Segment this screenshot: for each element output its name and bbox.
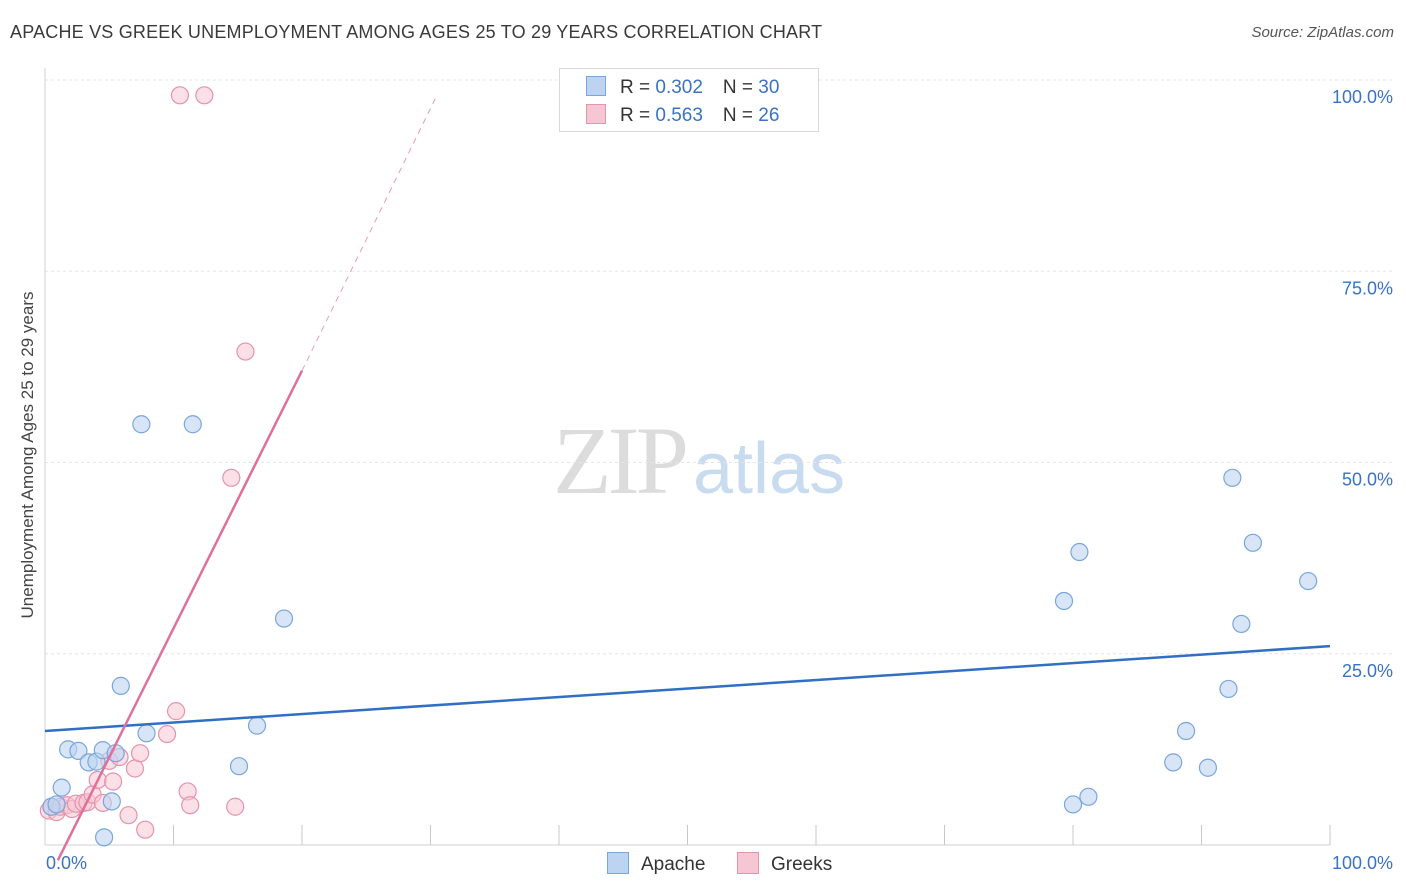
legend-n-value: 30 — [758, 77, 780, 98]
series-label-apache: Apache — [641, 854, 706, 875]
y-tick-label: 75.0% — [1342, 278, 1393, 298]
legend-row-greeks: R = 0.563 N = 26 — [586, 104, 779, 126]
apache-point — [1054, 591, 1074, 611]
greeks-point — [119, 806, 138, 825]
apache-point — [95, 828, 114, 847]
greeks-point — [130, 744, 150, 763]
greeks-point — [104, 772, 123, 791]
greeks-point — [157, 724, 177, 744]
greeks-point — [226, 797, 245, 816]
apache-point — [69, 741, 88, 761]
legend-r-label: R = — [620, 105, 656, 126]
x-tick-label: 100.0% — [1332, 853, 1393, 873]
legend-row-apache: R = 0.302 N = 30 — [586, 76, 779, 98]
greeks-point — [136, 820, 155, 839]
legend-n-value: 26 — [758, 105, 780, 126]
correlation-legend: R = 0.302 N = 30 R = 0.563 N = 26 — [559, 68, 819, 132]
apache-point — [132, 415, 151, 434]
apache-trend-line — [44, 644, 1331, 733]
apache-point — [52, 778, 71, 797]
y-tick-label: 25.0% — [1342, 661, 1393, 681]
apache-point — [47, 795, 66, 814]
greeks-trend-line — [56, 370, 304, 861]
apache-point — [111, 676, 130, 695]
series-label-greeks: Greeks — [771, 854, 833, 875]
greeks-point — [181, 796, 200, 815]
y-axis-label: Unemployment Among Ages 25 to 29 years — [18, 291, 37, 619]
source-label: Source: ZipAtlas.com — [1251, 24, 1394, 41]
legend-r-value: 0.563 — [655, 105, 703, 126]
series-legend-greeks: Greeks — [737, 852, 832, 876]
y-tick-label: 100.0% — [1332, 87, 1393, 107]
greeks-point — [125, 759, 145, 778]
watermark: ZIP atlas — [553, 405, 845, 516]
apache-point — [137, 724, 156, 743]
apache-point — [183, 415, 202, 434]
apache-point — [1219, 679, 1238, 699]
greeks-point — [166, 702, 186, 721]
apache-point — [1198, 758, 1218, 777]
series-legend: Apache Greeks — [0, 852, 1406, 878]
apache-point — [1299, 571, 1318, 591]
apache-point — [1232, 614, 1251, 634]
legend-r-value: 0.302 — [655, 77, 703, 98]
legend-n-label: N = — [722, 105, 759, 126]
apache-point — [102, 792, 121, 811]
y-tick-label: 50.0% — [1342, 470, 1393, 490]
greeks-trend-extension — [301, 95, 438, 371]
greeks-point — [170, 86, 190, 105]
x-tick-label: 0.0% — [46, 853, 87, 873]
series-swatch-greeks — [737, 852, 759, 874]
watermark-atlas: atlas — [693, 429, 846, 509]
apache-point — [229, 757, 249, 776]
apache-point — [1164, 753, 1183, 772]
greeks-point — [236, 342, 255, 361]
apache-point — [1079, 787, 1098, 806]
watermark-zip: ZIP — [553, 407, 689, 514]
apache-point — [1223, 468, 1242, 487]
apache-point — [247, 716, 267, 735]
chart-title: APACHE VS GREEK UNEMPLOYMENT AMONG AGES … — [10, 22, 823, 42]
series-legend-apache: Apache — [607, 852, 705, 876]
legend-r-label: R = — [620, 77, 656, 98]
legend-swatch-apache — [586, 76, 606, 96]
apache-point — [1070, 542, 1089, 562]
apache-point — [1243, 533, 1263, 552]
apache-point — [1063, 795, 1083, 814]
greeks-point — [195, 86, 214, 105]
greeks-point — [222, 468, 241, 487]
legend-n-label: N = — [722, 77, 759, 98]
legend-swatch-greeks — [586, 104, 606, 124]
apache-point — [106, 744, 125, 763]
apache-point — [1176, 721, 1196, 741]
series-swatch-apache — [607, 852, 629, 874]
apache-point — [274, 609, 294, 628]
